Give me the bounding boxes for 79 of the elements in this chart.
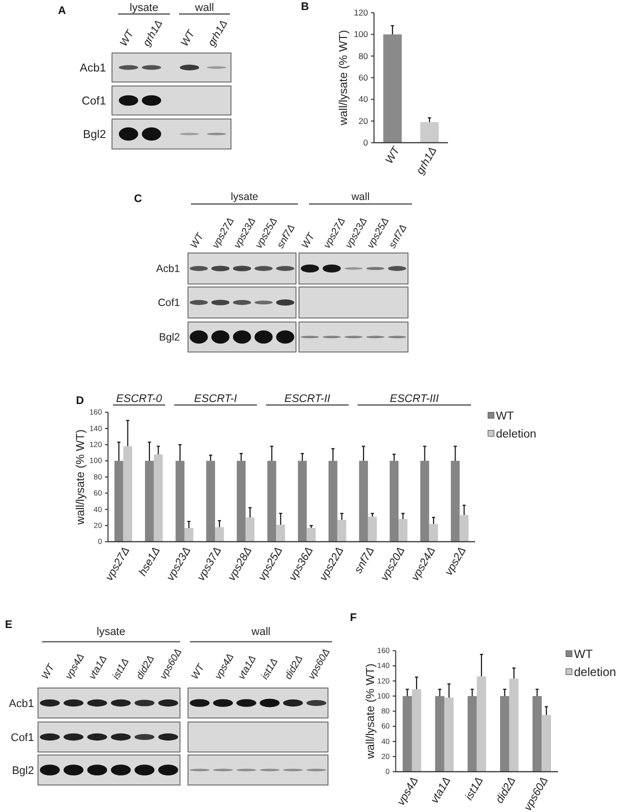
category-label: WT [190, 662, 208, 682]
category-label: WT [178, 26, 198, 48]
category-label: WT [188, 230, 207, 250]
bar [468, 696, 477, 772]
bar [509, 678, 519, 772]
text: lysate [96, 626, 126, 638]
bar [460, 515, 469, 542]
bar [328, 460, 338, 542]
y-axis-title: wall/lysate (% WT) [365, 663, 378, 760]
text: ESCRT-II [284, 393, 330, 405]
bar [276, 524, 286, 542]
text: C [134, 192, 142, 205]
bar [402, 696, 412, 772]
bar [176, 460, 184, 542]
category-label: Acb1 [156, 263, 180, 276]
category-label: Cof1 [82, 96, 106, 108]
text: wall [250, 626, 270, 638]
y-axis-title: wall/lysate (% WT) [75, 429, 88, 526]
category-label: Acb1 [80, 62, 106, 75]
legend-label: deletion [574, 664, 616, 679]
bar [398, 519, 408, 542]
legend-label: WT [574, 646, 594, 661]
category-label: WT [300, 230, 318, 250]
y-tick-label: 100 [354, 29, 368, 40]
bar [500, 696, 510, 772]
bar [542, 714, 552, 772]
y-tick-label: 120 [354, 7, 368, 18]
bar [450, 460, 460, 542]
bar [444, 698, 454, 772]
category-label: Cof1 [10, 732, 34, 744]
chart-title: D [76, 394, 84, 407]
category-label: Cof1 [158, 297, 180, 310]
bar [123, 446, 132, 542]
text: wall [194, 2, 214, 14]
chart-title: F [350, 612, 357, 624]
text: lysate [230, 191, 258, 204]
category-label: Bgl2 [82, 129, 106, 142]
y-axis-title: wall/lysate (% WT) [338, 30, 350, 126]
bar [246, 517, 254, 542]
text: E [5, 618, 12, 631]
category-label: Acb1 [8, 698, 34, 710]
bar [359, 460, 368, 542]
category-label: WT [118, 26, 138, 48]
bar [420, 460, 430, 542]
bar [154, 454, 163, 542]
bar [298, 460, 307, 542]
bar [206, 460, 216, 542]
y-tick-label: 20 [358, 116, 368, 126]
bar [184, 528, 194, 542]
y-tick-label: 40 [358, 94, 368, 104]
bar [368, 516, 377, 542]
bar [215, 527, 224, 542]
bar [236, 460, 246, 542]
text: ESCRT-I [194, 393, 237, 405]
bar [267, 460, 276, 542]
y-tick-label: 0 [363, 137, 368, 148]
bar [390, 460, 399, 542]
text: ESCRT-III [390, 393, 439, 405]
category-label: Bgl2 [12, 764, 34, 777]
text: wall [350, 191, 370, 204]
text: A [58, 4, 66, 17]
bar [114, 460, 124, 542]
bar [429, 524, 438, 542]
bar [435, 696, 444, 772]
legend-label: deletion [496, 428, 536, 440]
text: lysate [130, 2, 158, 14]
y-tick-label: 80 [358, 50, 368, 61]
bar [337, 520, 346, 542]
category-label: WT [40, 662, 58, 682]
bar [145, 460, 154, 542]
chart-title: B [301, 0, 309, 13]
text: ESCRT-0 [116, 393, 163, 405]
y-tick-label: 60 [358, 72, 368, 82]
bar [412, 689, 422, 772]
legend-label: WT [496, 410, 514, 422]
bar [532, 696, 542, 772]
bar [476, 676, 486, 772]
category-label: Bgl2 [158, 332, 180, 344]
bar [306, 528, 316, 542]
